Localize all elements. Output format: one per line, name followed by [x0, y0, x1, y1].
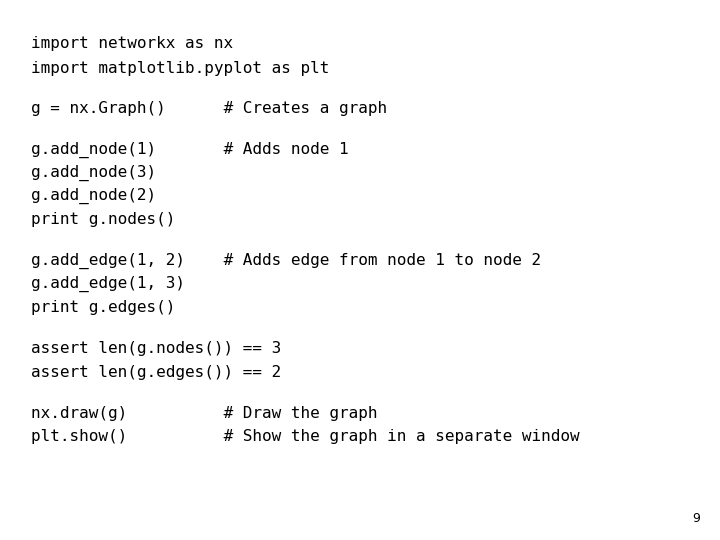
Text: print g.nodes(): print g.nodes()	[31, 212, 176, 227]
Text: g.add_edge(1, 2)    # Adds edge from node 1 to node 2: g.add_edge(1, 2) # Adds edge from node 1…	[31, 253, 541, 269]
Text: g.add_node(3): g.add_node(3)	[31, 165, 156, 181]
Text: import matplotlib.pyplot as plt: import matplotlib.pyplot as plt	[31, 61, 329, 76]
Text: nx.draw(g)          # Draw the graph: nx.draw(g) # Draw the graph	[31, 406, 377, 421]
Text: assert len(g.nodes()) == 3: assert len(g.nodes()) == 3	[31, 341, 282, 356]
Text: import networkx as nx: import networkx as nx	[31, 36, 233, 51]
Text: assert len(g.edges()) == 2: assert len(g.edges()) == 2	[31, 364, 282, 380]
Text: g.add_node(1)       # Adds node 1: g.add_node(1) # Adds node 1	[31, 141, 348, 158]
Text: print g.edges(): print g.edges()	[31, 300, 176, 315]
Text: plt.show()          # Show the graph in a separate window: plt.show() # Show the graph in a separat…	[31, 429, 580, 444]
Text: 9: 9	[692, 512, 700, 525]
Text: g.add_edge(1, 3): g.add_edge(1, 3)	[31, 276, 185, 292]
Text: g.add_node(2): g.add_node(2)	[31, 188, 156, 204]
Text: g = nx.Graph()      # Creates a graph: g = nx.Graph() # Creates a graph	[31, 100, 387, 116]
